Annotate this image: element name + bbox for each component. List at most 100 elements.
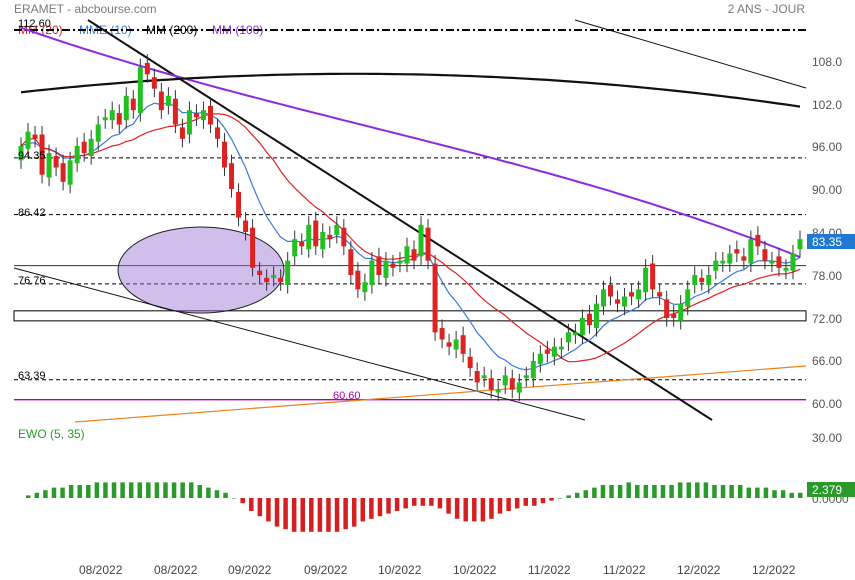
ewo-bar <box>523 498 529 506</box>
ewo-bar <box>489 498 494 519</box>
ewo-bar <box>334 498 340 532</box>
candle-body <box>439 328 445 340</box>
ewo-bar <box>188 482 194 498</box>
ewo-bar <box>755 487 760 498</box>
ewo-bar <box>737 485 743 498</box>
ewo-bar <box>566 495 571 498</box>
ewo-bar <box>403 498 408 509</box>
candle-body <box>762 249 768 261</box>
current-price-box <box>807 234 855 249</box>
ewo-bar <box>472 498 477 522</box>
ema10-line <box>20 102 801 371</box>
level-label-94: 94.35 <box>18 150 46 162</box>
x-tick: 10/2022 <box>453 563 497 577</box>
ewo-axis-tick: 30.00 <box>812 431 842 445</box>
level-label-60: 60.60 <box>333 390 361 402</box>
ewo-bar <box>206 487 211 498</box>
price-tick: 78.00 <box>812 269 842 283</box>
ewo-bar <box>197 485 203 498</box>
price-axis: 108.0 102.0 96.00 90.00 84.00 78.00 72.0… <box>812 55 842 411</box>
candle-body <box>636 289 642 300</box>
x-tick: 08/2022 <box>79 563 123 577</box>
ewo-bar <box>326 498 331 532</box>
ewo-bar <box>274 498 280 527</box>
price-tick: 90.00 <box>812 183 842 197</box>
ewo-bar <box>377 498 383 517</box>
ewo-bar <box>231 498 237 499</box>
candle-body <box>657 292 663 297</box>
candle-body <box>404 246 410 264</box>
ewo-bar <box>609 485 614 498</box>
candle-body <box>579 318 585 336</box>
candle-body <box>151 77 157 89</box>
candle-body <box>95 124 101 142</box>
candle-body <box>734 249 740 254</box>
x-tick: 11/2022 <box>603 563 646 577</box>
candle-body <box>285 260 291 286</box>
upper-channel-line <box>574 19 807 89</box>
candle-body <box>608 285 614 297</box>
ewo-bar <box>223 492 228 498</box>
ewo-bar <box>635 485 640 498</box>
candles <box>18 54 803 402</box>
ewo-bar <box>103 482 108 498</box>
candle-body <box>544 349 550 354</box>
ewo-bar <box>214 490 220 498</box>
candle-body <box>495 389 501 393</box>
ewo-bar <box>789 492 794 498</box>
candle-body <box>376 256 382 275</box>
candle-body <box>523 375 529 379</box>
ewo-value-label: 2.379 <box>812 483 842 497</box>
moving-averages <box>20 26 801 371</box>
candle-body <box>229 163 235 189</box>
candle-body <box>755 234 761 247</box>
candle-body <box>207 105 213 125</box>
candle-body <box>179 127 185 139</box>
ewo-bar <box>772 490 777 498</box>
candle-body <box>278 277 284 283</box>
candle-body <box>502 375 508 386</box>
candle-body <box>664 299 670 318</box>
x-tick: 10/2022 <box>378 563 422 577</box>
candle-body <box>783 267 789 271</box>
ewo-bar <box>712 485 717 498</box>
candle-body <box>586 313 592 326</box>
candle-body <box>137 67 143 114</box>
candle-body <box>685 289 691 307</box>
candle-body <box>123 95 129 121</box>
ewo-bar <box>309 498 314 532</box>
ewo-bar <box>386 498 391 514</box>
ewo-bar <box>137 482 143 498</box>
candle-body <box>172 98 178 125</box>
candle-body <box>460 335 466 354</box>
candle-body <box>299 242 305 247</box>
ewo-bar <box>128 482 134 498</box>
candle-body <box>615 299 621 304</box>
candle-body <box>418 224 424 257</box>
candle-body <box>25 131 31 149</box>
candle-body <box>530 361 536 379</box>
ewo-bar <box>86 485 91 498</box>
ewo-bar <box>729 485 734 498</box>
lower-trend-line <box>13 267 586 421</box>
ewo-bar <box>677 482 683 498</box>
ewo-bar <box>68 485 74 498</box>
candle-body <box>222 141 228 168</box>
ewo-bar <box>394 498 400 511</box>
ewo-bar <box>454 498 460 519</box>
candle-body <box>727 253 733 264</box>
ewo-bar <box>720 485 726 498</box>
zone-box <box>13 310 807 322</box>
candle-body <box>60 163 66 182</box>
candle-body <box>551 346 557 357</box>
candle-body <box>622 296 628 307</box>
x-tick: 09/2022 <box>304 563 348 577</box>
candle-body <box>39 134 45 175</box>
candle-body <box>474 371 480 383</box>
ewo-bar <box>497 498 503 514</box>
candle-body <box>109 110 115 121</box>
candle-body <box>600 289 606 307</box>
candle-body <box>706 275 712 286</box>
ewo-bar <box>669 485 674 498</box>
candle-body <box>236 191 242 218</box>
